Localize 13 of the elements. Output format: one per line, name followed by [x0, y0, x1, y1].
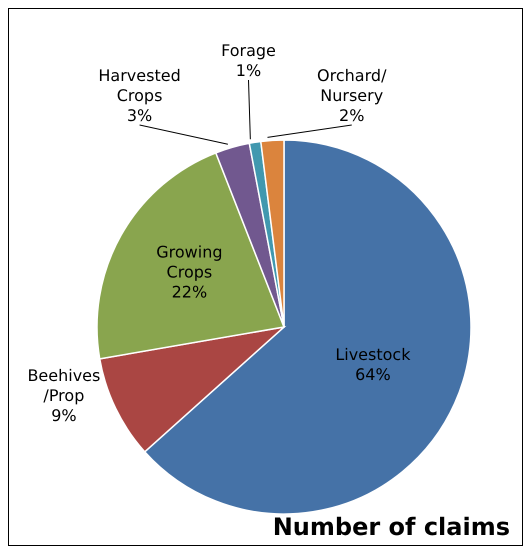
slice-label: Orchard/ Nursery — [317, 66, 388, 104]
slice-label: Beehives /Prop — [27, 365, 100, 404]
data-label: 3% — [126, 106, 152, 124]
data-label: 2% — [339, 106, 364, 124]
data-label: 22% — [172, 282, 208, 301]
data-label: 64% — [355, 364, 391, 384]
data-label: 1% — [236, 60, 262, 80]
slice-label: Growing Crops — [156, 242, 223, 281]
text: Number of claims — [272, 513, 510, 541]
data-label: 9% — [51, 405, 77, 424]
slice-label: Forage — [221, 40, 276, 60]
slice-label: Livestock — [335, 344, 412, 364]
slice-label: Harvested Crops — [98, 66, 181, 104]
